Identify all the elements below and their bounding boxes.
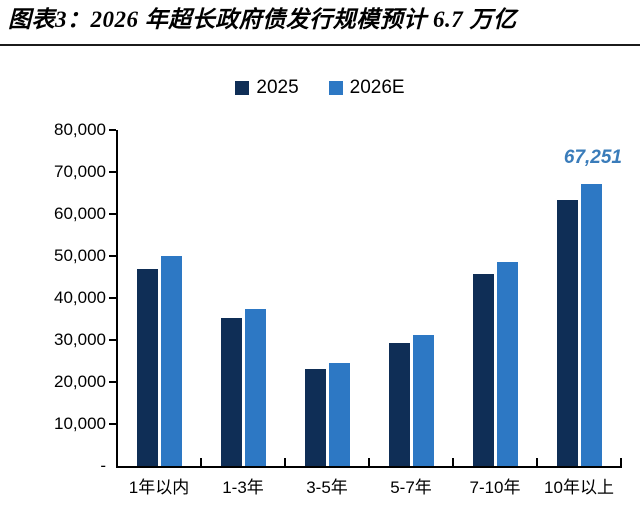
bar-2025-group5 — [473, 274, 494, 466]
x-axis-label: 10年以上 — [544, 478, 614, 497]
x-axis-label: 1年以内 — [128, 478, 190, 497]
y-tick — [109, 339, 116, 341]
y-tick-label: 60,000 — [54, 204, 106, 223]
legend-label: 2025 — [256, 77, 299, 98]
y-tick-label: 10,000 — [54, 414, 106, 433]
y-tick-label: 20,000 — [54, 372, 106, 391]
legend-item-2026e: 2026E — [328, 77, 405, 98]
bar-2025-group6 — [557, 200, 578, 466]
x-tick — [368, 458, 370, 466]
y-tick-label: 50,000 — [54, 246, 106, 265]
chart-legend: 2025 2026E — [0, 78, 640, 98]
bar-2025-group4 — [389, 343, 410, 466]
y-tick — [109, 255, 116, 257]
x-axis-label: 3-5年 — [306, 478, 348, 497]
bar-2026e-group3 — [329, 363, 350, 466]
x-axis-line — [116, 466, 622, 468]
x-tick — [452, 458, 454, 466]
bar-2026e-group1 — [161, 256, 182, 466]
bar-2025-group2 — [221, 318, 242, 466]
legend-swatch-2025 — [235, 81, 250, 95]
x-tick — [200, 458, 202, 466]
y-tick — [109, 129, 116, 131]
bar-2025-group1 — [137, 269, 158, 466]
chart-title: 图表3：2026 年超长政府债发行规模预计 6.7 万亿 — [8, 7, 517, 32]
bar-2026e-group6 — [581, 184, 602, 466]
title-divider — [0, 44, 640, 46]
y-tick-label: 80,000 — [54, 120, 106, 139]
y-axis-line — [116, 130, 118, 468]
legend-swatch-2026e — [328, 81, 343, 95]
y-tick-label: - — [100, 456, 106, 475]
x-axis-label: 7-10年 — [469, 478, 521, 497]
x-tick — [536, 458, 538, 466]
y-tick — [109, 423, 116, 425]
y-tick — [109, 297, 116, 299]
bar-value-label: 67,251 — [563, 147, 622, 168]
y-tick — [109, 381, 116, 383]
legend-item-2025: 2025 — [235, 77, 299, 98]
y-tick-label: 40,000 — [54, 288, 106, 307]
y-tick — [109, 171, 116, 173]
x-tick — [284, 458, 286, 466]
y-tick — [109, 213, 116, 215]
y-tick-label: 30,000 — [54, 330, 106, 349]
bar-2026e-group5 — [497, 262, 518, 466]
bar-2026e-group4 — [413, 335, 434, 466]
bar-2026e-group2 — [245, 309, 266, 466]
x-tick — [620, 458, 622, 466]
legend-label: 2026E — [349, 77, 405, 98]
x-axis-label: 1-3年 — [222, 478, 264, 497]
bar-2025-group3 — [305, 369, 326, 466]
x-axis-label: 5-7年 — [390, 478, 432, 497]
y-tick-label: 70,000 — [54, 162, 106, 181]
